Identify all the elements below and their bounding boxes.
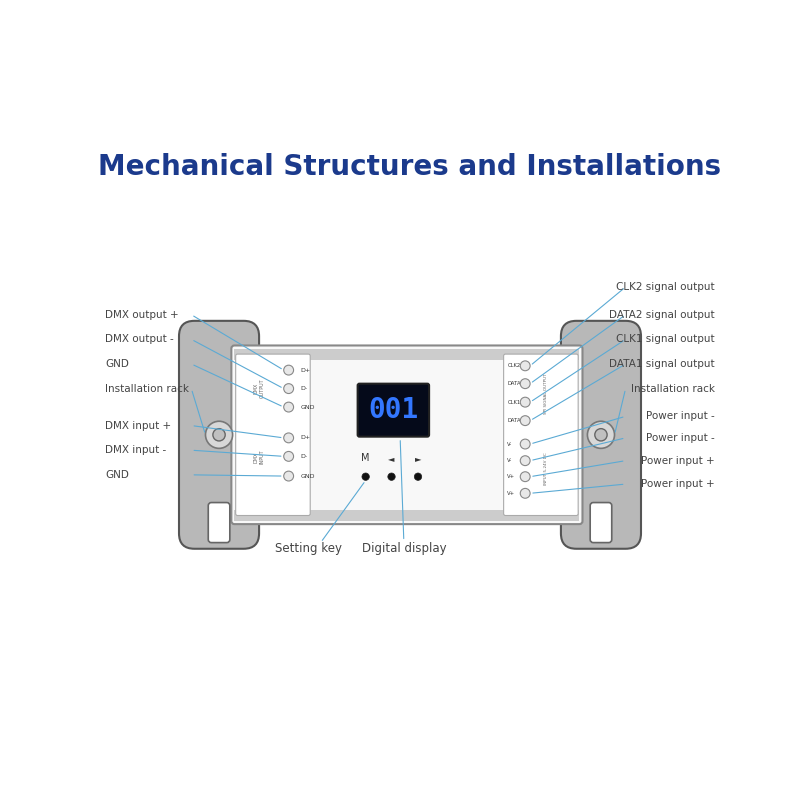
Circle shape (414, 473, 422, 480)
Text: DMX output -: DMX output - (105, 334, 174, 344)
Circle shape (520, 488, 530, 498)
Circle shape (284, 365, 294, 375)
FancyBboxPatch shape (358, 384, 429, 437)
Text: GND: GND (300, 474, 315, 478)
Text: M: M (362, 454, 370, 463)
FancyBboxPatch shape (590, 502, 612, 542)
Text: Installation rack: Installation rack (631, 383, 715, 394)
Circle shape (206, 422, 233, 448)
Text: D-: D- (300, 454, 307, 459)
Circle shape (213, 429, 226, 441)
Text: DMX input +: DMX input + (105, 421, 171, 430)
Circle shape (284, 451, 294, 462)
Text: DMX
OUTPUT: DMX OUTPUT (254, 378, 265, 398)
FancyBboxPatch shape (231, 346, 582, 524)
Circle shape (520, 472, 530, 482)
Text: GND: GND (105, 359, 129, 369)
Text: DATA1 signal output: DATA1 signal output (610, 359, 715, 369)
Text: D-: D- (300, 386, 307, 391)
Text: V+: V+ (507, 491, 515, 496)
Text: DMX input -: DMX input - (105, 445, 166, 455)
Text: DATA1: DATA1 (507, 418, 524, 423)
Circle shape (284, 402, 294, 412)
Text: V-: V- (507, 458, 513, 463)
Text: V-: V- (507, 442, 513, 446)
Text: Installation rack: Installation rack (105, 383, 189, 394)
Text: 001: 001 (368, 396, 418, 424)
Text: V+: V+ (507, 474, 515, 479)
Text: DMX
INPUT: DMX INPUT (254, 450, 265, 464)
Text: ►: ► (414, 454, 422, 462)
Text: Power input +: Power input + (642, 479, 715, 489)
Text: CLK1 signal output: CLK1 signal output (616, 334, 715, 344)
Circle shape (520, 439, 530, 449)
FancyBboxPatch shape (208, 502, 230, 542)
Circle shape (284, 384, 294, 394)
FancyBboxPatch shape (234, 510, 579, 521)
Text: D+: D+ (300, 435, 310, 440)
FancyBboxPatch shape (504, 354, 578, 515)
Text: INPUT 5-24V DC: INPUT 5-24V DC (543, 452, 547, 485)
Text: GND: GND (300, 405, 315, 410)
Circle shape (587, 422, 614, 448)
Text: Setting key: Setting key (275, 542, 342, 555)
Circle shape (520, 456, 530, 466)
Text: ◄: ◄ (388, 454, 394, 462)
FancyBboxPatch shape (236, 354, 310, 515)
FancyBboxPatch shape (561, 321, 641, 549)
Circle shape (388, 473, 395, 480)
Circle shape (362, 473, 370, 480)
Text: CLK2 signal output: CLK2 signal output (616, 282, 715, 292)
Text: Power input -: Power input - (646, 411, 715, 422)
Text: Power input -: Power input - (646, 433, 715, 443)
Circle shape (520, 416, 530, 426)
Text: CLK2: CLK2 (507, 363, 521, 368)
Text: D+: D+ (300, 368, 310, 373)
Circle shape (284, 471, 294, 481)
Text: SPI SIGNAL OUTPUT: SPI SIGNAL OUTPUT (543, 373, 547, 414)
Text: DATA2: DATA2 (507, 381, 524, 386)
Text: Power input +: Power input + (642, 456, 715, 466)
Circle shape (595, 429, 607, 441)
Text: Mechanical Structures and Installations: Mechanical Structures and Installations (98, 153, 722, 181)
Text: DATA2 signal output: DATA2 signal output (610, 310, 715, 320)
Circle shape (520, 378, 530, 389)
Circle shape (520, 361, 530, 370)
Text: Digital display: Digital display (362, 542, 446, 555)
Text: GND: GND (105, 470, 129, 480)
FancyBboxPatch shape (234, 349, 579, 360)
Circle shape (284, 433, 294, 443)
Circle shape (520, 398, 530, 407)
Text: DMX output +: DMX output + (105, 310, 178, 320)
Text: CLK1: CLK1 (507, 400, 521, 405)
FancyBboxPatch shape (179, 321, 259, 549)
